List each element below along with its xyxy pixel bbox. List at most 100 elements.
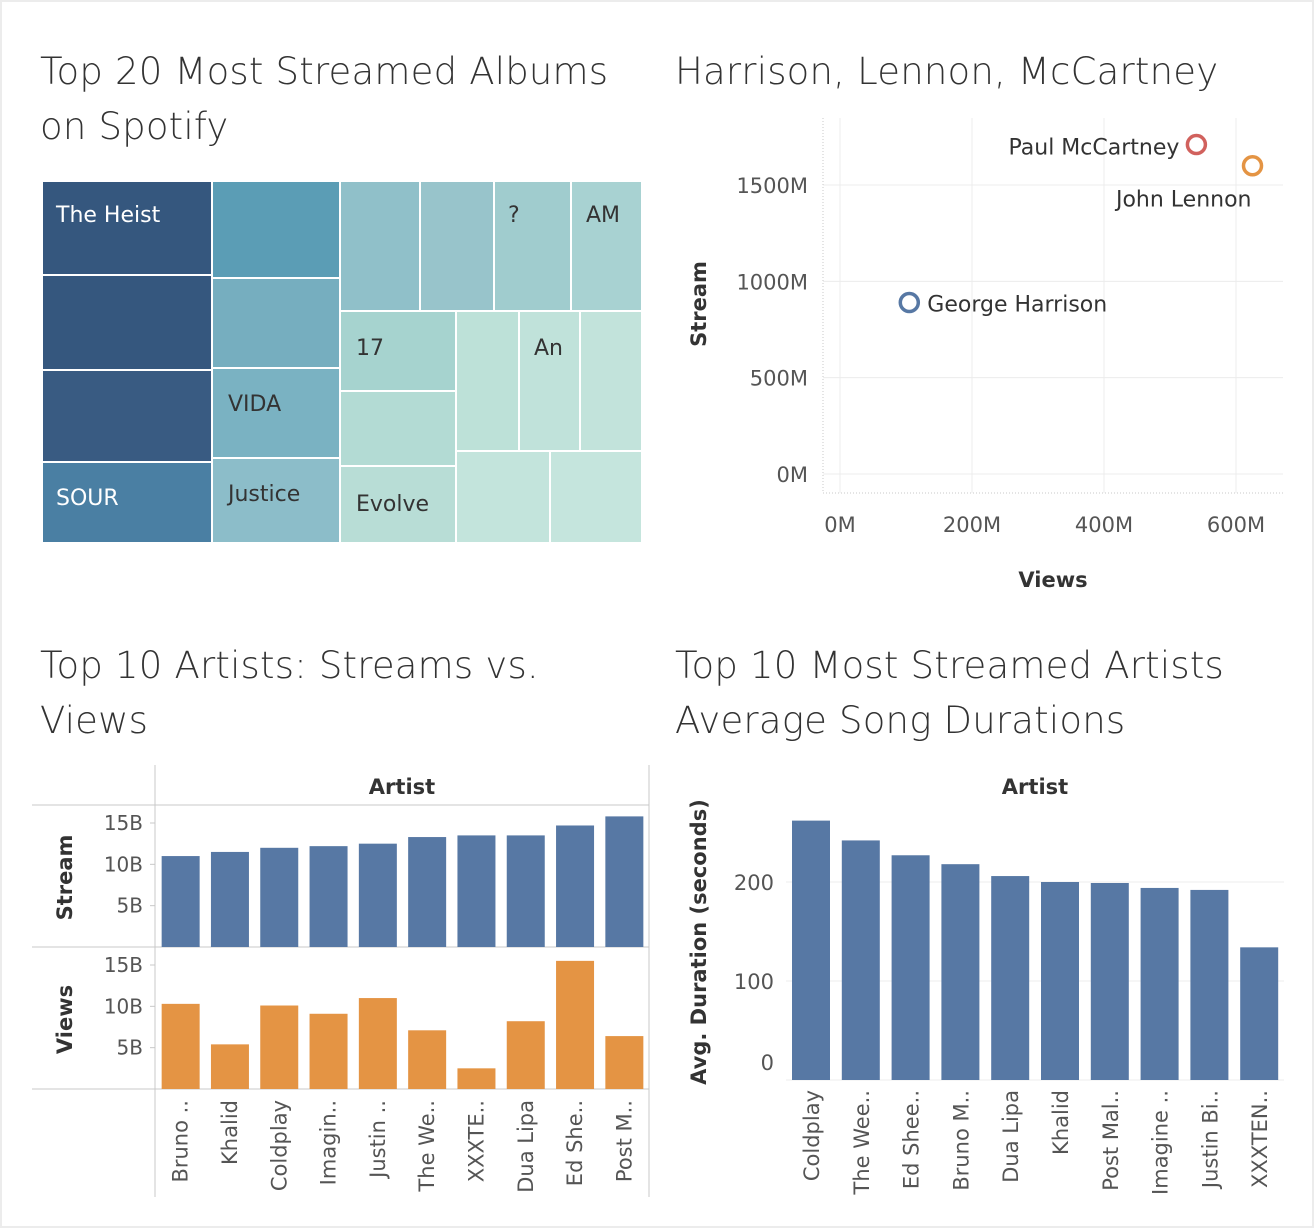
dur-category-label: Dua Lipa [999, 1090, 1023, 1183]
sv-category-label: Justin .. [366, 1100, 390, 1180]
scatter-x-tick: 400M [1075, 513, 1133, 537]
sv-bar-stream [605, 816, 644, 947]
treemap-tile [41, 180, 213, 276]
sv-bar-views [210, 1044, 249, 1089]
sv-category-label: Khalid [218, 1100, 242, 1165]
sv-header: Artist [369, 775, 435, 799]
dur-y-tick: 200 [734, 871, 774, 895]
dur-bar [1240, 947, 1279, 1080]
sv-tick-label: 15B [104, 953, 143, 977]
sv-bar-views [506, 1021, 545, 1089]
sv-bar-views [260, 1005, 299, 1089]
streams-views-title-line1: Top 10 Artists: Streams vs. [40, 644, 539, 687]
treemap-tile [41, 274, 213, 371]
scatter-title: Harrison, Lennon, McCartney [675, 44, 1218, 99]
treemap-title: Top 20 Most Streamed Albums on Spotify [40, 44, 608, 154]
treemap-tile [339, 390, 457, 467]
sv-bar-stream [358, 843, 397, 947]
dur-category-label: Justin Bi.. [1198, 1090, 1222, 1190]
treemap-tile [211, 180, 341, 279]
sv-bar-stream [309, 846, 348, 947]
treemap-tile [549, 450, 643, 544]
scatter-point-label: George Harrison [927, 293, 1107, 318]
treemap-label: Justice [226, 482, 300, 507]
dur-category-label: Coldplay [800, 1090, 824, 1181]
treemap-title-line2: on Spotify [40, 105, 229, 148]
treemap-label: The Heist [55, 203, 161, 228]
treemap-tile [339, 465, 457, 544]
treemap-tile [570, 180, 643, 312]
sv-category-label: Post M.. [612, 1100, 636, 1182]
treemap-tile [211, 367, 341, 459]
sv-category-label: Coldplay [267, 1100, 291, 1191]
dur-category-label: Khalid [1049, 1090, 1073, 1155]
dur-category-label: Ed Shee.. [900, 1090, 924, 1189]
sv-bar-views [358, 998, 397, 1089]
treemap-tile [455, 450, 551, 544]
sv-bar-stream [408, 837, 447, 947]
scatter-y-tick: 1500M [736, 174, 808, 198]
treemap-label: Evolve [356, 492, 429, 517]
streams-views-title-line2: Views [40, 699, 149, 742]
sv-category-label: Dua Lipa [514, 1100, 538, 1193]
sv-bar-stream [506, 835, 545, 947]
dur-category-label: XXXTEN.. [1248, 1090, 1272, 1188]
dur-bar [792, 820, 830, 1080]
scatter-x-tick: 200M [943, 513, 1001, 537]
sv-category-label: Imagin.. [317, 1100, 341, 1185]
sv-bar-stream [260, 847, 299, 947]
dur-bar [891, 855, 930, 1080]
dur-category-label: Imagine .. [1149, 1090, 1173, 1195]
dur-bar [1041, 882, 1079, 1080]
treemap-tile [339, 180, 421, 312]
treemap-tile [493, 180, 572, 312]
sv-category-label: The We.. [415, 1100, 439, 1193]
scatter-point [1185, 133, 1208, 156]
treemap-tile [339, 310, 457, 392]
sv-category-label: Bruno .. [169, 1100, 193, 1183]
sv-category-label: Ed She.. [563, 1100, 587, 1186]
treemap-tile [455, 310, 520, 452]
sv-tick-label: 10B [104, 994, 143, 1018]
sv-row-label: Views [53, 985, 77, 1054]
scatter-point [1241, 154, 1264, 177]
sv-bar-views [161, 1003, 200, 1089]
scatter-point-label: Paul McCartney [1008, 136, 1179, 161]
sv-bar-views [408, 1030, 447, 1089]
dur-category-label: The Wee.. [850, 1090, 874, 1195]
dur-bar [1140, 887, 1179, 1080]
dur-y-tick: 100 [734, 970, 774, 994]
sv-row-label: Stream [53, 835, 77, 921]
scatter-y-tick: 0M [777, 463, 808, 487]
treemap-label: VIDA [228, 392, 281, 417]
treemap-label: AM [586, 203, 620, 228]
dur-bar [991, 876, 1030, 1080]
dur-category-label: Post Mal.. [1099, 1090, 1123, 1191]
scatter-x-label: Views [1018, 568, 1087, 592]
treemap-title-line1: Top 20 Most Streamed Albums [40, 50, 609, 93]
sv-bar-views [309, 1013, 348, 1089]
sv-tick-label: 10B [104, 852, 143, 876]
scatter-title-line1: Harrison, Lennon, McCartney [675, 50, 1219, 93]
scatter-x-tick: 600M [1207, 513, 1265, 537]
dur-header: Artist [1002, 775, 1068, 799]
dur-bar [1090, 882, 1129, 1080]
scatter-y-tick: 500M [750, 367, 808, 391]
treemap-label: SOUR [56, 486, 119, 511]
dur-bar [1190, 889, 1229, 1080]
sv-bar-views [556, 960, 595, 1089]
sv-tick-label: 5B [117, 1036, 143, 1060]
sv-category-label: XXXTE.. [464, 1100, 488, 1182]
dur-y-label: Avg. Duration (seconds) [687, 799, 711, 1085]
sv-bar-views [605, 1036, 644, 1089]
dur-bar [941, 864, 980, 1080]
durations-title: Top 10 Most Streamed Artists Average Son… [675, 638, 1224, 748]
scatter-point-label: John Lennon [1114, 188, 1252, 213]
durations-title-line2: Average Song Durations [675, 699, 1126, 742]
scatter-y-tick: 1000M [736, 270, 808, 294]
streams-views-title: Top 10 Artists: Streams vs. Views [40, 638, 539, 748]
sv-bar-stream [556, 825, 595, 947]
sv-bar-views [457, 1068, 496, 1089]
